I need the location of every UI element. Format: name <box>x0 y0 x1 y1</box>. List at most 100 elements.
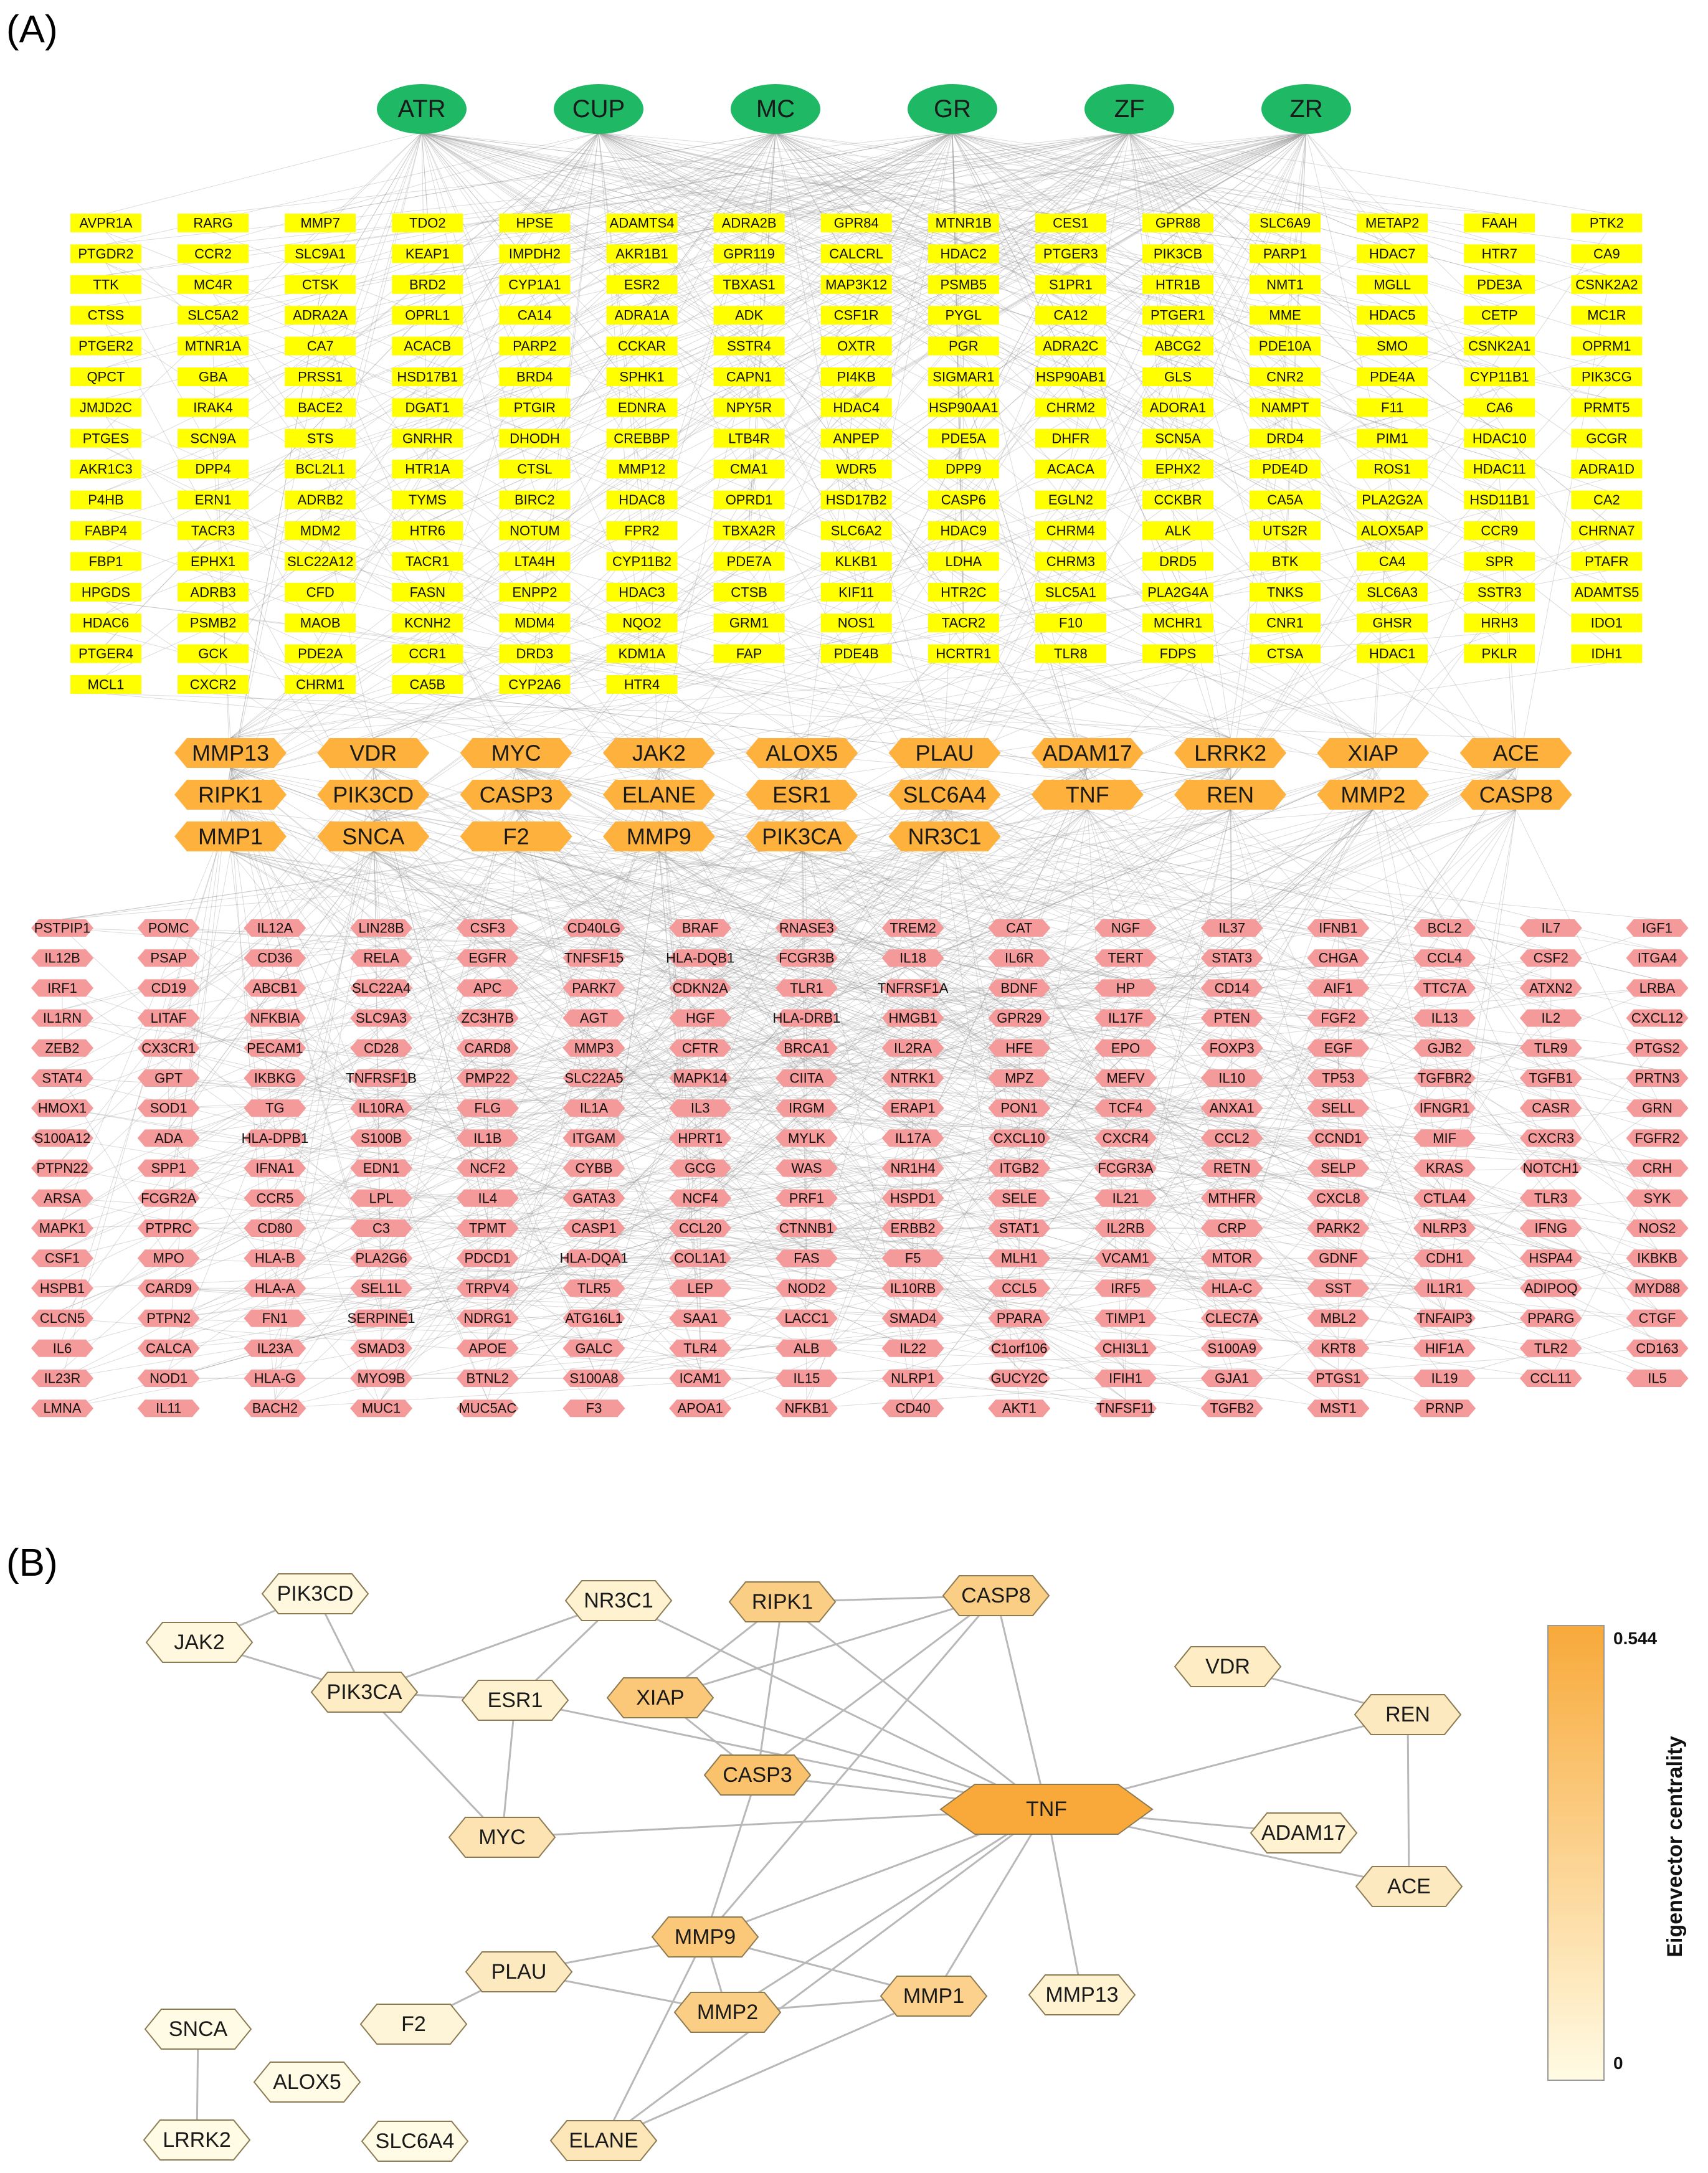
compound-kdm1a[interactable]: KDM1A <box>606 644 678 663</box>
disease-target-pstpip1[interactable]: PSTPIP1 <box>31 919 93 937</box>
compound-dpp4[interactable]: DPP4 <box>178 460 249 479</box>
disease-target-tnfaip3[interactable]: TNFAIP3 <box>1413 1309 1476 1327</box>
disease-target-il21[interactable]: IL21 <box>1094 1189 1157 1207</box>
compound-hdac4[interactable]: HDAC4 <box>820 398 892 417</box>
compound-mchr1[interactable]: MCHR1 <box>1142 613 1213 633</box>
compound-oprl1[interactable]: OPRL1 <box>392 306 463 325</box>
compound-ces1[interactable]: CES1 <box>1035 214 1106 232</box>
compound-rarg[interactable]: RARG <box>178 214 249 232</box>
compound-hdac3[interactable]: HDAC3 <box>606 582 678 602</box>
disease-target-abcb1[interactable]: ABCB1 <box>244 979 306 997</box>
compound-ccr9[interactable]: CCR9 <box>1464 521 1535 540</box>
compound-brd2[interactable]: BRD2 <box>392 275 463 294</box>
compound-htr1b[interactable]: HTR1B <box>1142 275 1213 294</box>
ppi-node-adam17[interactable]: ADAM17 <box>1250 1812 1358 1853</box>
disease-target-il7[interactable]: IL7 <box>1519 919 1582 937</box>
compound-egln2[interactable]: EGLN2 <box>1035 490 1106 509</box>
disease-target-crh[interactable]: CRH <box>1626 1159 1689 1177</box>
disease-target-il12b[interactable]: IL12B <box>31 949 93 967</box>
disease-target-apoe[interactable]: APOE <box>456 1339 519 1357</box>
disease-target-hla-g[interactable]: HLA-G <box>244 1370 306 1387</box>
disease-target-hla-c[interactable]: HLA-C <box>1200 1279 1263 1297</box>
compound-gpr88[interactable]: GPR88 <box>1142 214 1213 232</box>
disease-target-lmna[interactable]: LMNA <box>31 1399 93 1418</box>
compound-adra2a[interactable]: ADRA2A <box>285 306 356 325</box>
disease-target-ifng[interactable]: IFNG <box>1519 1219 1582 1237</box>
hub-snca[interactable]: SNCA <box>317 821 430 851</box>
disease-target-stat1[interactable]: STAT1 <box>988 1219 1051 1237</box>
disease-target-hmox1[interactable]: HMOX1 <box>31 1099 93 1117</box>
compound-impdh2[interactable]: IMPDH2 <box>499 244 571 263</box>
ppi-node-ace[interactable]: ACE <box>1355 1866 1463 1907</box>
herb-cup[interactable]: CUP <box>554 84 643 134</box>
compound-hsd17b2[interactable]: HSD17B2 <box>820 490 892 509</box>
compound-mtnr1b[interactable]: MTNR1B <box>928 214 999 232</box>
disease-target-prnp[interactable]: PRNP <box>1413 1399 1476 1418</box>
disease-target-selp[interactable]: SELP <box>1307 1159 1370 1177</box>
compound-chrm4[interactable]: CHRM4 <box>1035 521 1106 540</box>
compound-acaca[interactable]: ACACA <box>1035 460 1106 479</box>
compound-psmb2[interactable]: PSMB2 <box>178 613 249 633</box>
disease-target-hmgb1[interactable]: HMGB1 <box>881 1009 944 1027</box>
disease-target-apoa1[interactable]: APOA1 <box>669 1399 732 1418</box>
disease-target-cd40lg[interactable]: CD40LG <box>562 919 625 937</box>
compound-adk[interactable]: ADK <box>713 306 785 325</box>
compound-ern1[interactable]: ERN1 <box>178 490 249 509</box>
compound-dgat1[interactable]: DGAT1 <box>392 398 463 417</box>
disease-target-cxcr3[interactable]: CXCR3 <box>1519 1129 1582 1147</box>
compound-casp6[interactable]: CASP6 <box>928 490 999 509</box>
compound-kif11[interactable]: KIF11 <box>820 582 892 602</box>
ppi-node-nr3c1[interactable]: NR3C1 <box>564 1580 673 1621</box>
disease-target-il13[interactable]: IL13 <box>1413 1009 1476 1027</box>
compound-slc22a12[interactable]: SLC22A12 <box>285 552 356 571</box>
compound-f11[interactable]: F11 <box>1357 398 1428 417</box>
compound-idh1[interactable]: IDH1 <box>1571 644 1643 663</box>
compound-ctsa[interactable]: CTSA <box>1250 644 1321 663</box>
compound-ptger3[interactable]: PTGER3 <box>1035 244 1106 263</box>
ppi-node-casp3[interactable]: CASP3 <box>703 1754 812 1796</box>
compound-ctsl[interactable]: CTSL <box>499 460 571 479</box>
disease-target-grn[interactable]: GRN <box>1626 1099 1689 1117</box>
disease-target-ccl4[interactable]: CCL4 <box>1413 949 1476 967</box>
disease-target-chga[interactable]: CHGA <box>1307 949 1370 967</box>
disease-target-mtor[interactable]: MTOR <box>1200 1249 1263 1267</box>
disease-target-il1rn[interactable]: IL1RN <box>31 1009 93 1027</box>
compound-pgr[interactable]: PGR <box>928 336 999 356</box>
compound-adamts4[interactable]: ADAMTS4 <box>606 214 678 232</box>
compound-tbxas1[interactable]: TBXAS1 <box>713 275 785 294</box>
disease-target-lacc1[interactable]: LACC1 <box>775 1309 838 1327</box>
disease-target-apc[interactable]: APC <box>456 979 519 997</box>
disease-target-sele[interactable]: SELE <box>988 1189 1051 1207</box>
compound-acacb[interactable]: ACACB <box>392 336 463 356</box>
disease-target-lin28b[interactable]: LIN28B <box>350 919 413 937</box>
disease-target-aif1[interactable]: AIF1 <box>1307 979 1370 997</box>
disease-target-s100a8[interactable]: S100A8 <box>562 1370 625 1387</box>
compound-cyp2a6[interactable]: CYP2A6 <box>499 675 571 694</box>
disease-target-ifih1[interactable]: IFIH1 <box>1094 1370 1157 1387</box>
disease-target-slc9a3[interactable]: SLC9A3 <box>350 1009 413 1027</box>
compound-cxcr2[interactable]: CXCR2 <box>178 675 249 694</box>
compound-qpct[interactable]: QPCT <box>70 367 141 386</box>
compound-mme[interactable]: MME <box>1250 306 1321 325</box>
compound-cyp1a1[interactable]: CYP1A1 <box>499 275 571 294</box>
disease-target-il19[interactable]: IL19 <box>1413 1370 1476 1387</box>
disease-target-il4[interactable]: IL4 <box>456 1189 519 1207</box>
disease-target-fgfr2[interactable]: FGFR2 <box>1626 1129 1689 1147</box>
compound-psmb5[interactable]: PSMB5 <box>928 275 999 294</box>
compound-hsp90aa1[interactable]: HSP90AA1 <box>928 398 999 417</box>
disease-target-ntrk1[interactable]: NTRK1 <box>881 1069 944 1087</box>
compound-ptgir[interactable]: PTGIR <box>499 398 571 417</box>
compound-tdo2[interactable]: TDO2 <box>392 214 463 232</box>
disease-target-slc22a4[interactable]: SLC22A4 <box>350 979 413 997</box>
disease-target-ada[interactable]: ADA <box>137 1129 200 1147</box>
compound-tacr2[interactable]: TACR2 <box>928 613 999 633</box>
disease-target-tlr9[interactable]: TLR9 <box>1519 1039 1582 1057</box>
disease-target-casr[interactable]: CASR <box>1519 1099 1582 1117</box>
compound-dhodh[interactable]: DHODH <box>499 428 571 448</box>
disease-target-hla-dqb1[interactable]: HLA-DQB1 <box>666 949 734 967</box>
disease-target-tgfb1[interactable]: TGFB1 <box>1519 1069 1582 1087</box>
compound-akr1c3[interactable]: AKR1C3 <box>70 460 141 479</box>
disease-target-atxn2[interactable]: ATXN2 <box>1519 979 1582 997</box>
disease-target-tnfrsf1b[interactable]: TNFRSF1B <box>346 1069 417 1087</box>
compound-pde5a[interactable]: PDE5A <box>928 428 999 448</box>
